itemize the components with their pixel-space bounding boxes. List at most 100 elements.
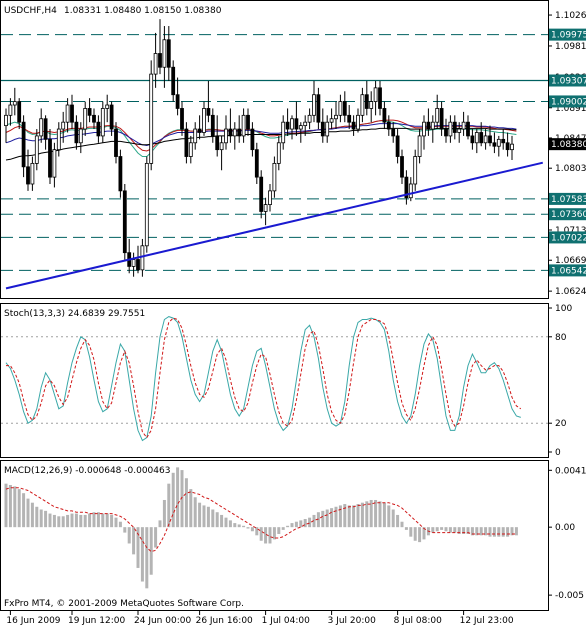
level-price-box: 1.07360 <box>549 208 586 221</box>
candle <box>435 94 440 130</box>
candle <box>131 252 136 277</box>
macd-histogram-bar <box>444 527 448 532</box>
macd-histogram-bar <box>387 505 391 528</box>
candle <box>263 197 268 226</box>
macd-histogram-bar <box>35 506 39 528</box>
candle-body <box>364 94 369 109</box>
macd-histogram-bar <box>180 470 184 528</box>
candle-body <box>202 108 206 133</box>
candle-body <box>197 128 202 133</box>
candle-body <box>342 101 347 116</box>
macd-histogram-bar <box>290 523 294 528</box>
macd-histogram-bar <box>360 502 364 528</box>
candle <box>228 108 233 143</box>
macd-histogram-bar <box>272 527 276 540</box>
macd-histogram-bar <box>114 517 118 528</box>
candle <box>232 122 237 150</box>
candle-body <box>215 135 220 151</box>
candle <box>448 115 453 143</box>
candle <box>510 135 514 160</box>
macd-histogram-bar <box>158 520 162 528</box>
macd-histogram-bar <box>4 483 8 528</box>
macd-histogram-bar <box>347 505 351 528</box>
candle-body <box>184 128 189 157</box>
candle-body <box>43 118 48 140</box>
candle-body <box>501 138 506 144</box>
candle <box>391 122 396 143</box>
candle-body <box>21 121 26 168</box>
price-axis-label: 1.08910 <box>555 104 586 114</box>
macd-histogram-bar <box>92 512 96 528</box>
candle-body <box>276 142 281 164</box>
main-ohlc-values: 1.08331 1.08480 1.08150 1.08380 <box>64 6 222 16</box>
candle-body <box>52 149 57 178</box>
candle <box>171 60 176 102</box>
candle-body <box>298 125 303 130</box>
candle-body <box>461 121 466 130</box>
price-axis-label: 1.07130 <box>555 226 586 236</box>
macd-histogram-bar <box>264 527 268 544</box>
macd-histogram-bar <box>70 513 74 528</box>
candle <box>188 135 193 164</box>
macd-histogram-bar <box>457 527 461 534</box>
candle <box>250 122 255 157</box>
macd-histogram-bar <box>123 527 127 533</box>
candle-body <box>61 121 66 130</box>
macd-histogram-bar <box>127 527 131 544</box>
candle <box>61 111 66 143</box>
candle-body <box>34 135 39 164</box>
macd-histogram-bar <box>303 519 307 528</box>
macd-histogram-bar <box>382 502 386 528</box>
candle <box>87 98 92 123</box>
macd-histogram-bar <box>184 478 188 528</box>
candle <box>224 115 228 150</box>
candle-body <box>413 156 418 185</box>
candle <box>307 108 312 130</box>
candle-body <box>144 162 149 247</box>
macd-histogram-bar <box>356 504 360 528</box>
candle <box>30 156 35 191</box>
candle-body <box>30 162 35 185</box>
stoch-axis-label: 0 <box>555 448 561 458</box>
candle-body <box>395 135 400 157</box>
candle <box>369 91 374 123</box>
candle-body <box>206 108 211 116</box>
candle <box>8 98 13 126</box>
candle-body <box>382 108 387 123</box>
stoch-series-line <box>6 317 522 439</box>
candle <box>316 87 321 130</box>
candle-body <box>347 114 352 123</box>
level-price-box: 1.07583 <box>549 192 586 205</box>
macd-histogram-bar <box>246 527 250 529</box>
candle-body <box>452 121 457 133</box>
candle-body <box>378 87 382 109</box>
candle-body <box>96 121 101 137</box>
level-price-box: 1.06542 <box>549 264 586 277</box>
candle <box>479 122 484 147</box>
macd-histogram-bar <box>435 527 439 532</box>
candle <box>325 115 330 143</box>
macd-histogram-bar <box>228 520 232 528</box>
candle-body <box>17 101 22 123</box>
level-price-box-bg <box>549 208 586 221</box>
macd-histogram-bar <box>61 516 65 528</box>
macd-histogram-bar <box>8 485 12 528</box>
candle-body <box>100 108 105 137</box>
candle <box>426 108 431 136</box>
candle <box>149 60 154 171</box>
candle <box>197 115 202 140</box>
candle-body <box>140 245 145 271</box>
candle <box>395 129 400 164</box>
candle-body <box>474 132 479 144</box>
candle-body <box>109 104 114 130</box>
macd-histogram-bar <box>118 521 122 528</box>
candle-body <box>356 114 360 130</box>
price-axis-label: 1.10260 <box>555 11 586 21</box>
macd-histogram-bar <box>488 527 492 537</box>
macd-signal-line <box>5 487 517 553</box>
candle <box>184 122 189 164</box>
stochastic-panel: 100 80 20 0 <box>1 304 572 458</box>
candle-body <box>483 135 488 144</box>
candle-body <box>272 162 277 192</box>
